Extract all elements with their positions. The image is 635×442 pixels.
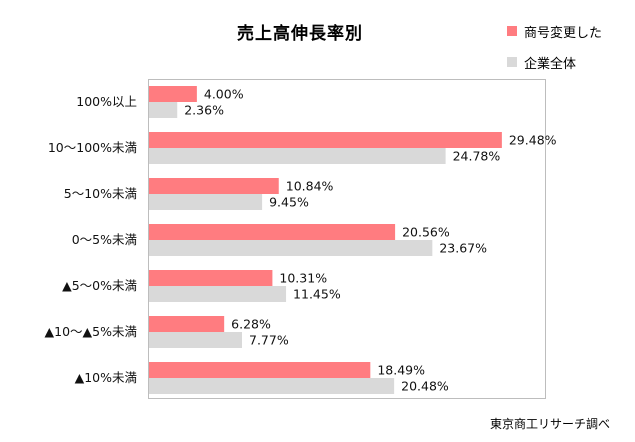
legend-label-series-2: 企業全体 [524,56,577,72]
legend-swatch-series-1 [507,26,517,36]
category-label: ▲10～▲5%未満 [45,324,137,339]
category-label: ▲10%未満 [75,370,137,385]
data-label: 20.56% [402,225,450,240]
bar-series-1 [149,86,197,102]
data-label: 11.45% [293,287,341,302]
category-label: 5～10%未満 [64,186,137,201]
bar-series-2 [149,240,433,256]
chart-title: 売上高伸長率別 [237,24,363,44]
plot-area [148,79,546,399]
legend-swatch-series-2 [507,57,517,67]
data-label: 10.84% [286,179,334,194]
data-label: 23.67% [439,241,487,256]
source-note: 東京商工リサーチ調べ [489,417,610,431]
legend-label-series-1: 商号変更した [524,25,603,41]
data-label: 20.48% [401,379,449,394]
legend-item-series-1: 商号変更した [507,21,602,41]
data-label: 10.31% [279,271,327,286]
data-label: 9.45% [269,195,309,210]
bar-series-2 [149,148,446,164]
category-label: 10～100%未満 [48,140,137,155]
data-label: 4.00% [204,87,244,102]
data-label: 18.49% [377,363,425,378]
bar-series-1 [149,224,396,240]
data-label: 29.48% [509,133,557,148]
bar-series-2 [149,286,287,302]
bar-series-2 [149,194,263,210]
bar-series-2 [149,378,395,394]
bar-series-2 [149,332,243,348]
bar-series-2 [149,102,178,118]
bar-series-1 [149,270,273,286]
bar-series-1 [149,362,371,378]
data-label: 6.28% [231,317,271,332]
data-label: 24.78% [453,149,501,164]
data-label: 7.77% [249,333,289,348]
category-label: 0～5%未満 [72,232,137,247]
category-label: 100%以上 [76,94,137,109]
category-label: ▲5～0%未満 [62,278,137,293]
data-label: 2.36% [184,103,224,118]
bar-series-1 [149,132,502,148]
legend-item-series-2: 企業全体 [507,52,576,72]
bar-series-1 [149,178,279,194]
bar-series-1 [149,316,225,332]
